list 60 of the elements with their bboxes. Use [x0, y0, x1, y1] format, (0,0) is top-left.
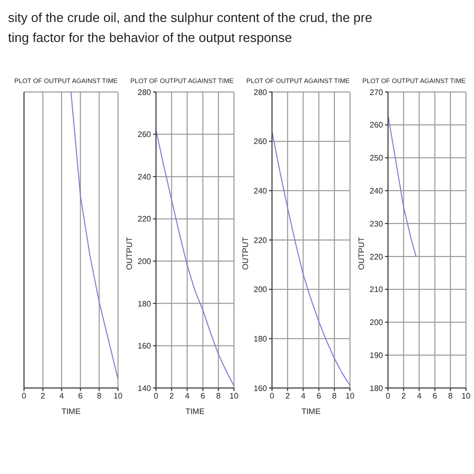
y-tick-label: 260	[370, 120, 384, 130]
y-axis-title: OUTPUT	[124, 236, 134, 270]
x-tick-label: 8	[448, 392, 454, 401]
x-tick-label: 2	[285, 392, 290, 401]
y-tick-label: 140	[138, 384, 152, 393]
y-tick-label: 280	[254, 88, 268, 97]
x-tick-label: 8	[96, 392, 102, 401]
x-tick-label: 0	[270, 392, 275, 401]
x-tick-label: 6	[316, 392, 322, 401]
y-tick-label: 220	[138, 214, 152, 224]
x-tick-label: 0	[22, 392, 27, 401]
x-tick-label: 2	[401, 392, 406, 401]
line-series	[388, 114, 417, 257]
y-tick-label: 240	[138, 172, 152, 182]
x-tick-label: 8	[332, 392, 338, 401]
y-tick-label: 200	[254, 285, 268, 294]
x-axis-title: TIME	[301, 407, 321, 416]
x-axis-title: TIME	[61, 407, 81, 416]
line-series	[156, 130, 234, 386]
y-tick-label: 240	[254, 186, 268, 196]
x-tick-label: 10	[114, 392, 123, 401]
y-tick-label: 280	[138, 88, 152, 97]
y-tick-label: 220	[370, 252, 384, 262]
y-tick-label: 230	[370, 219, 384, 228]
y-tick-label: 260	[254, 137, 268, 146]
x-tick-label: 8	[216, 392, 222, 401]
x-axis-title: TIME	[185, 407, 205, 416]
y-tick-label: 200	[370, 318, 384, 328]
x-tick-label: 10	[462, 392, 471, 401]
y-tick-label: 260	[138, 130, 152, 140]
x-tick-label: 4	[184, 392, 190, 401]
x-tick-label: 4	[59, 392, 64, 401]
y-tick-label: 210	[370, 285, 384, 294]
x-tick-label: 2	[169, 392, 174, 401]
y-tick-label: 220	[254, 236, 268, 245]
x-tick-label: 6	[432, 392, 438, 401]
line-series	[272, 130, 350, 386]
y-tick-label: 190	[370, 350, 384, 360]
text: ting factor for the behavior of the output response	[8, 29, 294, 47]
x-tick-label: 10	[346, 392, 355, 401]
y-tick-label: 160	[254, 384, 268, 393]
x-tick-label: 4	[416, 392, 422, 401]
x-tick-label: 10	[230, 392, 239, 401]
y-tick-label: 250	[370, 154, 384, 163]
y-axis-title: OUTPUT	[240, 236, 250, 270]
x-tick-label: 4	[300, 392, 306, 401]
x-tick-label: 6	[78, 392, 84, 401]
y-tick-label: 180	[370, 384, 384, 393]
y-tick-label: 270	[370, 88, 384, 97]
text: sity of the crude oil, and the sulphur content of the crud, the pre	[8, 9, 374, 27]
y-tick-label: 200	[138, 256, 152, 266]
y-tick-label: 180	[138, 299, 152, 308]
x-tick-label: 2	[40, 392, 46, 401]
y-tick-label: 240	[370, 186, 384, 196]
y-tick-label: 160	[138, 342, 152, 351]
x-tick-label: 6	[200, 392, 206, 401]
x-tick-label: 0	[154, 392, 159, 401]
y-tick-label: 180	[254, 334, 268, 344]
y-axis-title: OUTPUT	[356, 236, 366, 270]
x-tick-label: 0	[386, 392, 391, 401]
